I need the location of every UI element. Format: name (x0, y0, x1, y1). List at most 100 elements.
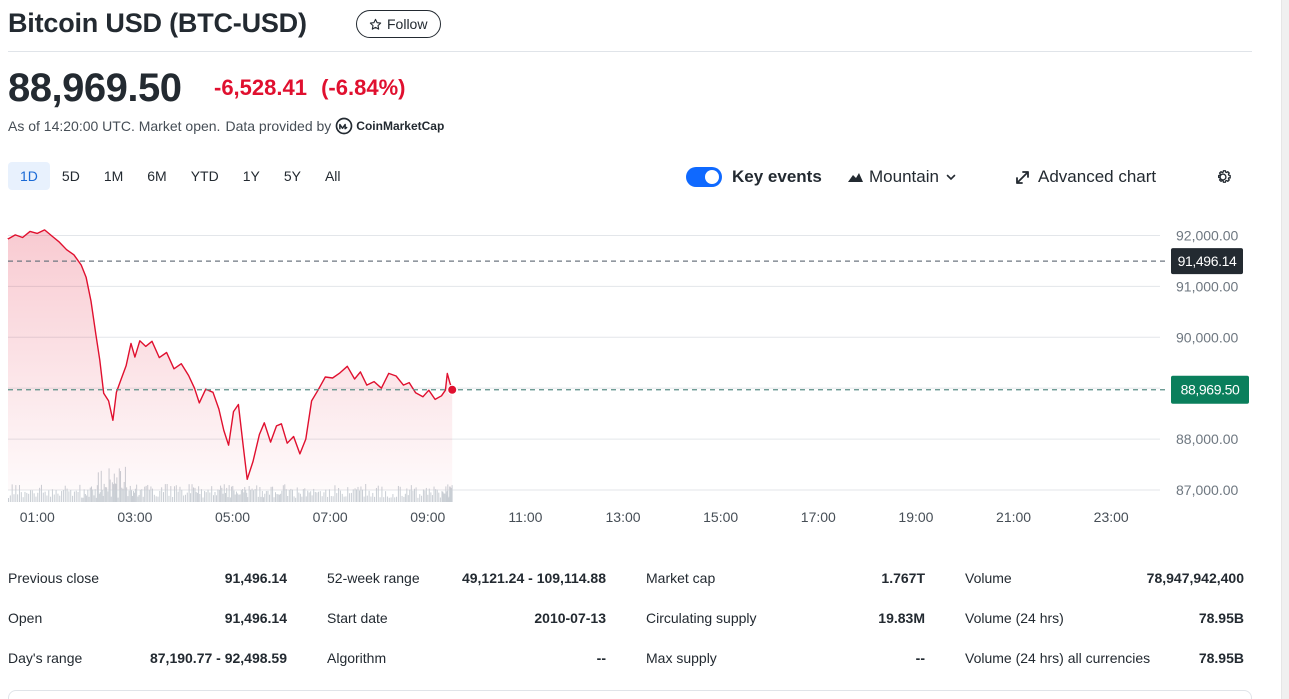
stat-label: Day's range (8, 650, 83, 666)
volume-bar (64, 485, 66, 502)
volume-bar (328, 489, 330, 502)
volume-bar (422, 489, 424, 502)
price-change: -6,528.41 (-6.84%) (214, 75, 405, 101)
volume-bar (338, 488, 340, 502)
volume-bar (239, 494, 241, 502)
volume-bar (332, 496, 334, 502)
stat-value: 87,190.77 - 92,498.59 (149, 650, 287, 666)
change-absolute: -6,528.41 (214, 75, 307, 100)
volume-bar (381, 486, 383, 502)
volume-bar (343, 496, 345, 502)
volume-bar (424, 490, 426, 502)
volume-bar (57, 493, 59, 502)
volume-bar (323, 492, 325, 502)
follow-button[interactable]: Follow (356, 10, 442, 38)
volume-bar (407, 495, 409, 502)
volume-bar (409, 489, 411, 502)
stat-row: Volume (24 hrs) all currencies 78.95B (965, 648, 1244, 668)
volume-bar (53, 494, 55, 502)
volume-bar (247, 497, 249, 502)
x-tick-label: 13:00 (606, 509, 641, 525)
volume-bar (360, 486, 362, 502)
volume-bar (406, 488, 408, 502)
volume-bar (311, 495, 313, 502)
gear-icon[interactable] (1213, 167, 1233, 187)
provider-name: CoinMarketCap (356, 119, 445, 133)
volume-bar (248, 486, 250, 502)
volume-bar (46, 495, 48, 502)
volume-bar (334, 485, 336, 502)
volume-bar (358, 490, 360, 502)
quote-header: Bitcoin USD (BTC-USD) Follow (8, 6, 1252, 52)
stat-value: 91,496.14 (224, 610, 287, 626)
toggle-knob (705, 170, 719, 184)
volume-bar (55, 490, 57, 502)
volume-bar (102, 495, 104, 502)
current-price: 88,969.50 (8, 66, 182, 110)
volume-bar (336, 493, 338, 502)
volume-bar (107, 491, 109, 502)
volume-bar (193, 487, 195, 502)
volume-bar (232, 485, 234, 502)
y-tick-label: 87,000.00 (1176, 482, 1238, 498)
volume-bar (233, 490, 235, 502)
volume-bar (438, 492, 440, 502)
volume-bar (184, 494, 186, 502)
chart-type-select[interactable]: Mountain (848, 167, 957, 187)
volume-bar (106, 487, 108, 502)
stat-value: 78.95B (1198, 650, 1244, 666)
next-section-card (8, 690, 1252, 699)
volume-bar (114, 483, 116, 502)
volume-bar (129, 485, 131, 502)
volume-bar (110, 496, 112, 502)
volume-bar (299, 493, 301, 502)
volume-bar (260, 496, 262, 502)
volume-bar (144, 486, 146, 502)
volume-bar (207, 489, 209, 502)
stat-row: Max supply -- (646, 648, 925, 668)
volume-bar (224, 492, 226, 502)
range-tab-1y[interactable]: 1Y (242, 168, 260, 184)
volume-bar (40, 484, 42, 502)
volume-bar (142, 496, 144, 502)
volume-bar (272, 486, 274, 502)
volume-bar (302, 489, 304, 502)
stat-label: Open (8, 610, 43, 626)
volume-bar (223, 484, 225, 502)
stat-row: Volume (24 hrs) 78.95B (965, 608, 1244, 628)
volume-bar (18, 485, 20, 502)
volume-bar (72, 495, 74, 502)
stat-row: Start date 2010-07-13 (327, 608, 606, 628)
volume-bar (265, 491, 267, 502)
stat-label: Previous close (8, 570, 100, 586)
volume-bar (301, 496, 303, 502)
as-of-text: As of 14:20:00 UTC. Market open. (8, 118, 221, 134)
volume-bar (304, 488, 306, 502)
price-chart[interactable]: 92,000.00 91,000.00 90,000.00 88,000.00 87,0… (0, 210, 1260, 530)
key-events-toggle[interactable] (686, 167, 722, 187)
volume-bar (198, 486, 200, 502)
provider-logo[interactable]: CoinMarketCap (335, 117, 444, 135)
volume-bar (109, 479, 111, 502)
range-tab-1d[interactable]: 1D (8, 162, 50, 190)
volume-bar (275, 492, 277, 502)
volume-bar (179, 486, 181, 502)
range-tab-5d[interactable]: 5D (61, 168, 80, 184)
volume-bar (282, 485, 284, 502)
y-tick-label: 90,000.00 (1176, 329, 1238, 345)
volume-bar (138, 495, 140, 502)
volume-bar (238, 494, 240, 502)
volume-bar (164, 484, 166, 502)
advanced-chart-button[interactable]: Advanced chart (1015, 167, 1156, 187)
volume-bar (37, 492, 39, 502)
volume-bar (450, 488, 452, 502)
range-tab-5y[interactable]: 5Y (283, 168, 301, 184)
volume-bar (385, 491, 387, 502)
range-tab-6m[interactable]: 6M (147, 168, 167, 184)
range-tab-1m[interactable]: 1M (103, 168, 124, 184)
volume-bar (222, 493, 224, 502)
key-events-label[interactable]: Key events (732, 167, 822, 186)
range-tab-ytd[interactable]: YTD (190, 168, 219, 184)
page-scrollbar[interactable] (1281, 0, 1289, 699)
range-tab-all[interactable]: All (324, 168, 341, 184)
